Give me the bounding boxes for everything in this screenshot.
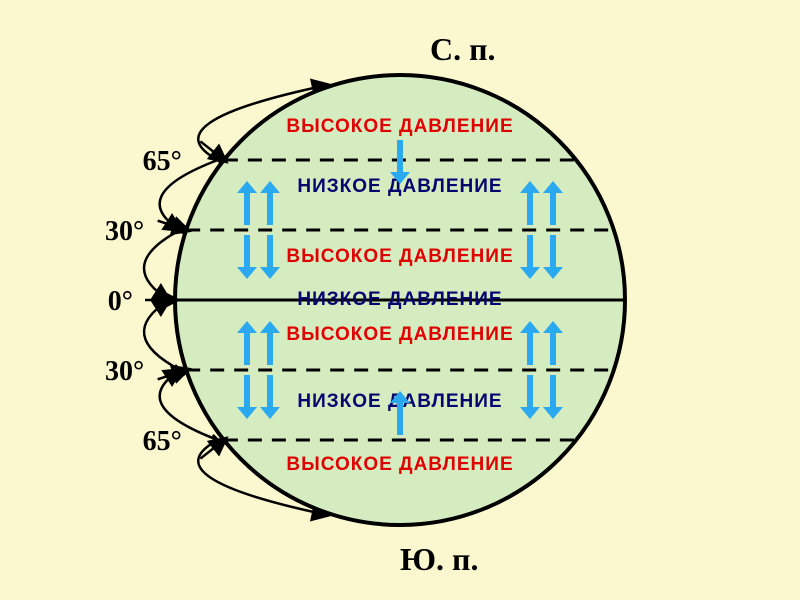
latitude-label: 30° xyxy=(105,216,144,247)
high-pressure-label: ВЫСОКОЕ ДАВЛЕНИЕ xyxy=(286,246,513,267)
latitude-label: 30° xyxy=(105,356,144,387)
low-pressure-label: НИЗКОЕ ДАВЛЕНИЕ xyxy=(297,289,502,310)
latitude-label: 0° xyxy=(108,286,133,317)
high-pressure-label: ВЫСОКОЕ ДАВЛЕНИЕ xyxy=(286,454,513,475)
south-pole-label: Ю. п. xyxy=(400,541,478,577)
high-pressure-label: ВЫСОКОЕ ДАВЛЕНИЕ xyxy=(286,116,513,137)
north-pole-label: С. п. xyxy=(430,31,496,67)
latitude-label: 65° xyxy=(143,426,182,457)
latitude-label: 65° xyxy=(143,146,182,177)
high-pressure-label: ВЫСОКОЕ ДАВЛЕНИЕ xyxy=(286,324,513,345)
